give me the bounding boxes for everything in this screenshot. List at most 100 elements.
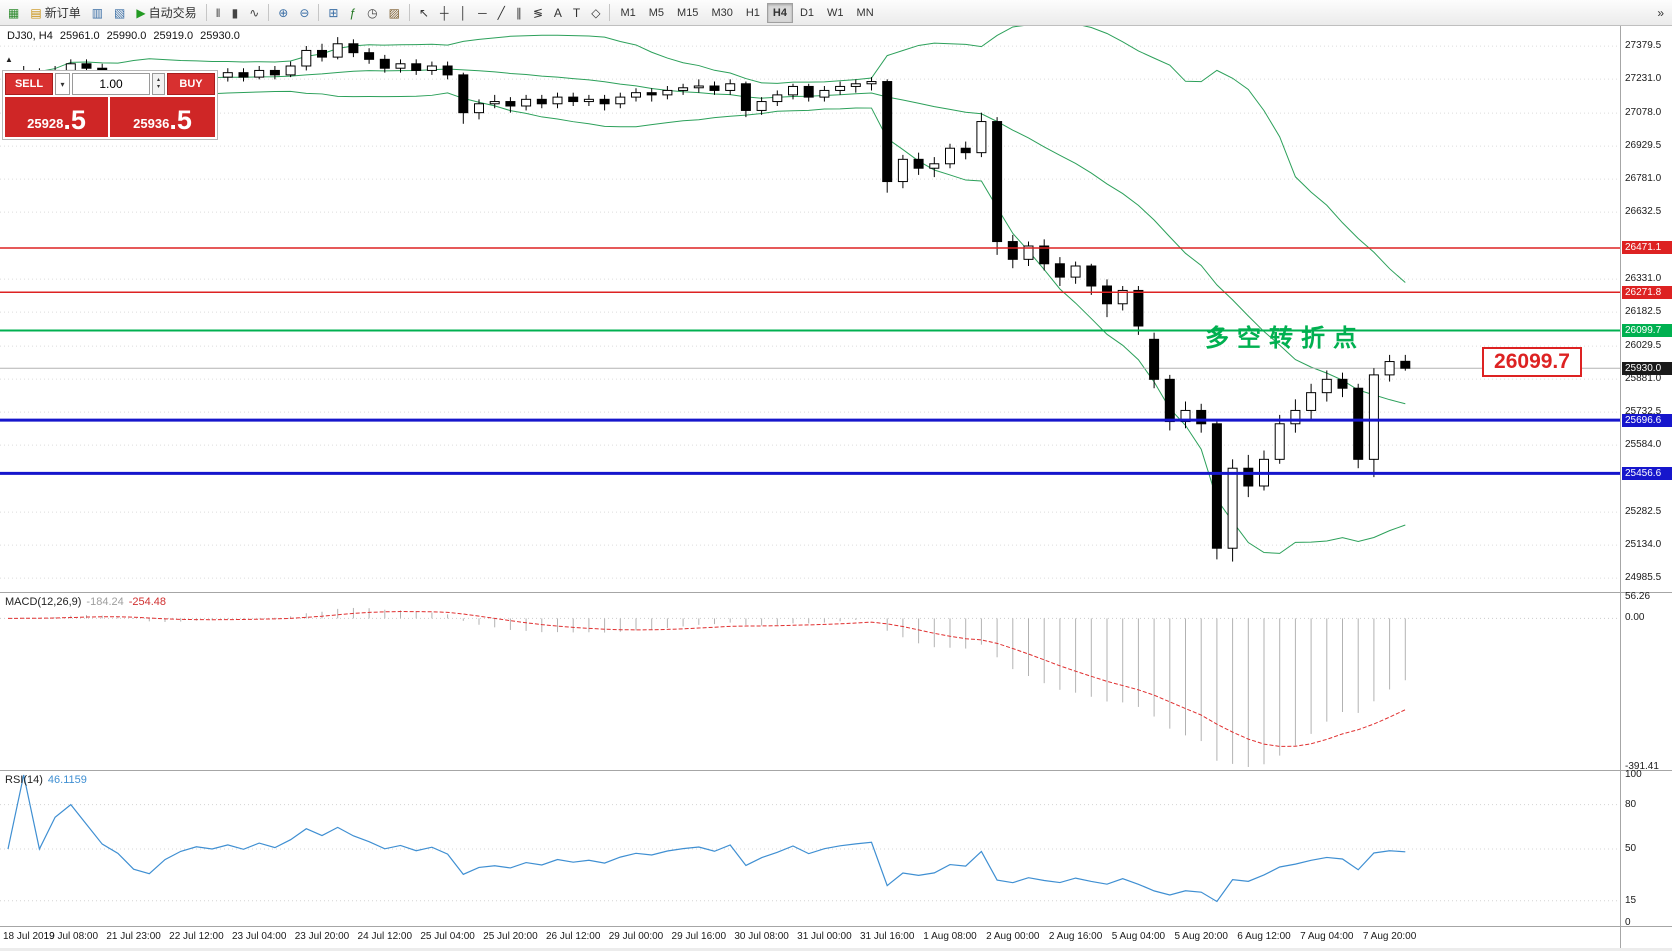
volume-dropdown-button[interactable]: ▾ bbox=[55, 73, 70, 95]
volume-spinner[interactable]: ▴ ▾ bbox=[152, 73, 165, 95]
new-chart-button[interactable]: ▦ bbox=[3, 2, 24, 23]
crosshair-button[interactable]: ┼ bbox=[435, 2, 454, 23]
toolbar-separator bbox=[408, 4, 410, 21]
price-chart-canvas[interactable] bbox=[0, 26, 1620, 592]
candle-body bbox=[1227, 467, 1238, 549]
time-tick-label: 31 Jul 00:00 bbox=[797, 931, 852, 942]
price-tick-label: 25732.5 bbox=[1625, 406, 1662, 418]
candlestick-chart-button[interactable]: ▮ bbox=[227, 2, 244, 23]
candle-body bbox=[348, 43, 359, 54]
price-callout-label: 26099.7 bbox=[1482, 347, 1582, 377]
candle-body bbox=[1337, 378, 1348, 389]
volume-input[interactable] bbox=[72, 73, 150, 95]
tf-w1-button[interactable]: W1 bbox=[821, 3, 850, 23]
candle-body bbox=[803, 85, 814, 98]
tf-m30-button[interactable]: M30 bbox=[705, 3, 738, 23]
tile-windows-button[interactable]: ⊞ bbox=[323, 2, 343, 23]
tf-d1-button-label: D1 bbox=[799, 6, 815, 19]
oneclick-collapse-button[interactable]: ▲ bbox=[5, 55, 13, 64]
candle-body bbox=[945, 147, 955, 165]
zoom-in-button[interactable]: ⊕ bbox=[273, 2, 293, 23]
zoom-out-button[interactable]: ⊖ bbox=[294, 2, 314, 23]
fibonacci-button[interactable]: ≶ bbox=[528, 2, 548, 23]
bollinger-upper-band bbox=[7, 26, 1406, 283]
tf-d1-button[interactable]: D1 bbox=[794, 3, 820, 23]
new-order-button-label: 新订单 bbox=[44, 6, 81, 20]
candle-body bbox=[678, 87, 689, 91]
time-tick-label: 30 Jul 08:00 bbox=[734, 931, 789, 942]
macd-scale-label: 0.00 bbox=[1625, 612, 1645, 624]
trendline-button[interactable]: ╱ bbox=[493, 2, 510, 23]
buy-price-button[interactable]: 25936 .5 bbox=[110, 97, 215, 137]
time-tick-label: 29 Jul 16:00 bbox=[671, 931, 727, 942]
candle-body bbox=[1149, 338, 1160, 380]
channel-icon: ∥ bbox=[515, 5, 522, 20]
cursor-button[interactable]: ↖ bbox=[414, 2, 434, 23]
time-tick-label: 7 Aug 20:00 bbox=[1362, 931, 1417, 942]
price-line-tag: 25456.6 bbox=[1622, 466, 1672, 480]
sell-price-decimal: .5 bbox=[63, 105, 86, 135]
tf-h1-button[interactable]: H1 bbox=[740, 3, 766, 23]
candle-body bbox=[1023, 245, 1034, 260]
horizontal-line-button[interactable]: ─ bbox=[473, 2, 492, 23]
price-tick-label: 26632.5 bbox=[1625, 206, 1662, 218]
candle-body bbox=[285, 65, 296, 76]
candle-body bbox=[866, 81, 877, 85]
price-axis[interactable]: 27379.5 27231.0 27078.0 26929.5 26781.0 26632… bbox=[1620, 26, 1672, 948]
new-order-button[interactable]: ▤ 新订单 bbox=[25, 2, 85, 23]
candle-body bbox=[1164, 378, 1175, 423]
market-watch-button[interactable]: ▥ bbox=[87, 2, 108, 23]
autotrading-button-label: 自动交易 bbox=[148, 6, 197, 20]
candle-body bbox=[332, 43, 343, 58]
channel-button[interactable]: ∥ bbox=[511, 2, 527, 23]
price-line-tag: 26099.7 bbox=[1622, 324, 1672, 337]
candle-body bbox=[615, 96, 626, 105]
periods-button[interactable]: ◷ bbox=[362, 2, 382, 23]
horizontal-line-icon: ─ bbox=[478, 5, 487, 20]
candle-body bbox=[960, 147, 971, 154]
candle-body bbox=[552, 96, 563, 105]
label-button[interactable]: T bbox=[568, 2, 585, 23]
rsi-chart-canvas[interactable] bbox=[0, 771, 1620, 927]
candle-body bbox=[568, 96, 579, 103]
bar-chart-button[interactable]: ‖ bbox=[211, 2, 226, 23]
candle-body bbox=[1039, 245, 1050, 265]
sell-button[interactable]: SELL bbox=[5, 73, 53, 95]
buy-button[interactable]: BUY bbox=[167, 73, 215, 95]
macd-chart-canvas[interactable] bbox=[0, 593, 1620, 771]
tf-m1-button[interactable]: M1 bbox=[614, 3, 641, 23]
toolbar-overflow-button[interactable]: » bbox=[1652, 2, 1669, 23]
line-chart-button[interactable]: ∿ bbox=[244, 2, 264, 23]
tf-m15-button[interactable]: M15 bbox=[671, 3, 704, 23]
macd-indicator-panel: MACD(12,26,9) -184.24 -254.48 bbox=[0, 592, 1620, 770]
shapes-button[interactable]: ◇ bbox=[586, 2, 605, 23]
templates-button[interactable]: ▨ bbox=[384, 2, 405, 23]
tf-h4-button[interactable]: H4 bbox=[766, 2, 793, 23]
tf-mn-button[interactable]: MN bbox=[851, 3, 880, 23]
sell-price-button[interactable]: 25928 .5 bbox=[5, 97, 109, 137]
autotrading-button[interactable]: ▶ 自动交易 bbox=[131, 2, 201, 23]
candle-body bbox=[897, 158, 908, 183]
macd-signal-value: -254.48 bbox=[128, 596, 167, 608]
market-watch-icon: ▥ bbox=[91, 5, 104, 20]
time-axis[interactable]: 18 Jul 2019 19 Jul 08:00 21 Jul 23:00 22 Ju… bbox=[0, 926, 1620, 948]
toolbar-separator bbox=[268, 4, 270, 21]
candle-body bbox=[788, 85, 798, 96]
rsi-scale-label: 0 bbox=[1625, 917, 1631, 928]
candle-body bbox=[1353, 387, 1364, 460]
candle-body bbox=[426, 65, 437, 71]
text-button[interactable]: A bbox=[549, 2, 567, 23]
vertical-line-button[interactable]: │ bbox=[455, 2, 473, 23]
rsi-scale-label: 50 bbox=[1625, 843, 1637, 854]
macd-header: MACD(12,26,9) -184.24 -254.48 bbox=[5, 596, 171, 608]
clock-icon: ◷ bbox=[367, 5, 378, 20]
bollinger-lower-band bbox=[7, 76, 1406, 554]
navigator-button[interactable]: ▧ bbox=[109, 2, 130, 23]
tf-m5-button[interactable]: M5 bbox=[643, 3, 670, 23]
indicators-button[interactable]: ƒ bbox=[344, 2, 361, 23]
time-tick-label: 29 Jul 00:00 bbox=[608, 931, 664, 942]
candle-body bbox=[583, 98, 594, 103]
buy-price-main: 25936 bbox=[133, 116, 170, 131]
tf-m1-button-label: M1 bbox=[620, 6, 636, 19]
